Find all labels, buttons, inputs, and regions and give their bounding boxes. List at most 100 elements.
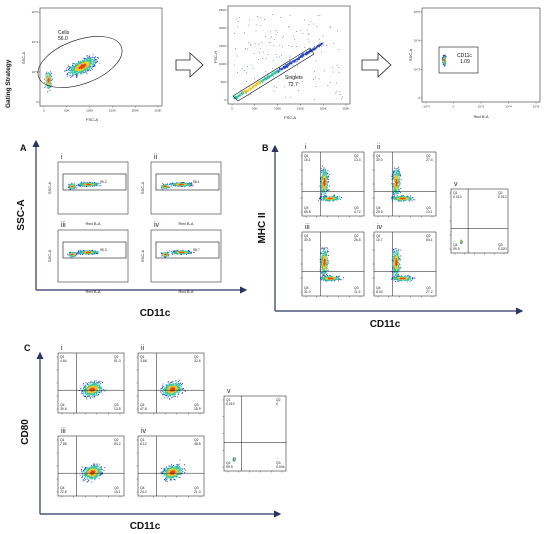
event-dot (80, 67, 82, 69)
event-dot (92, 54, 94, 56)
event-dot (88, 251, 90, 252)
event-dot (167, 253, 169, 255)
event-dot (83, 67, 85, 69)
event-dot (44, 81, 46, 83)
event-dot (88, 250, 89, 252)
event-dot (276, 87, 277, 88)
event-dot (278, 70, 280, 71)
event-dot (86, 63, 88, 65)
event-dot (46, 79, 48, 81)
event-dot (444, 58, 445, 60)
event-dot (180, 251, 182, 253)
event-dot (322, 196, 324, 197)
event-dot (250, 94, 252, 95)
event-dot (166, 187, 167, 188)
event-dot (290, 63, 292, 65)
event-dot (79, 69, 81, 71)
event-dot (235, 96, 236, 98)
event-dot (50, 78, 51, 80)
event-dot (261, 83, 263, 85)
event-dot (304, 47, 305, 48)
event-dot (271, 73, 273, 74)
event-dot (170, 183, 171, 185)
event-dot (92, 63, 94, 65)
event-dot (177, 251, 179, 252)
event-dot (283, 35, 284, 37)
event-dot (92, 251, 94, 252)
event-dot (237, 21, 239, 22)
event-dot (324, 180, 326, 182)
event-dot (321, 45, 322, 47)
event-dot (71, 253, 73, 254)
event-dot (322, 177, 324, 179)
event-dot (264, 19, 265, 20)
event-dot (327, 175, 329, 177)
event-dot (92, 59, 94, 61)
event-dot (173, 184, 175, 185)
event-dot (324, 172, 326, 173)
event-dot (325, 186, 327, 188)
event-dot (89, 184, 91, 185)
x-tick-label: · (74, 284, 75, 288)
event-dot (321, 186, 323, 188)
event-dot (180, 182, 182, 184)
event-dot (306, 51, 308, 53)
event-dot (178, 184, 180, 185)
event-dot (254, 84, 256, 86)
event-dot (91, 253, 93, 255)
event-dot (47, 87, 49, 89)
event-dot (181, 250, 183, 252)
event-dot (166, 185, 168, 187)
event-dot (91, 250, 93, 252)
event-dot (50, 77, 52, 79)
event-dot (174, 250, 175, 252)
event-dot (48, 77, 49, 79)
event-dot (324, 175, 325, 176)
event-dot (90, 62, 92, 63)
event-dot (308, 53, 310, 55)
event-dot (77, 70, 79, 72)
event-dot (81, 63, 82, 65)
event-dot (50, 81, 52, 82)
event-dot (253, 53, 255, 54)
event-dot (316, 47, 318, 48)
event-dot (45, 76, 47, 77)
event-dot (189, 251, 191, 252)
event-dot (327, 176, 328, 177)
event-dot (48, 80, 50, 82)
event-dot (81, 67, 83, 69)
event-dot (93, 251, 95, 253)
event-dot (88, 63, 90, 65)
event-dot (88, 181, 90, 183)
event-dot (171, 252, 173, 254)
x-tick-label: 10^5 (533, 105, 540, 109)
event-dot (284, 67, 286, 69)
event-dot (73, 70, 75, 72)
event-dot (321, 190, 323, 192)
event-dot (84, 60, 86, 62)
event-dot (69, 185, 70, 187)
event-dot (93, 183, 94, 185)
event-dot (177, 185, 179, 187)
x-tick-label: 10^3 (478, 105, 485, 109)
event-dot (70, 185, 72, 187)
event-dot (86, 69, 88, 71)
x-tick-label: 250K (342, 107, 349, 111)
event-dot (46, 83, 48, 84)
x-tick-label: · (167, 284, 168, 288)
event-dot (76, 66, 78, 68)
event-dot (162, 185, 164, 187)
event-dot (75, 70, 76, 72)
event-dot (163, 255, 165, 257)
event-dot (314, 77, 316, 78)
event-dot (289, 61, 291, 63)
event-dot (324, 185, 326, 187)
event-dot (72, 63, 74, 65)
event-dot (278, 56, 280, 58)
event-dot (260, 81, 262, 83)
event-dot (68, 187, 70, 188)
event-dot (249, 86, 251, 88)
event-dot (444, 61, 446, 63)
event-dot (250, 89, 252, 90)
event-dot (74, 63, 76, 64)
